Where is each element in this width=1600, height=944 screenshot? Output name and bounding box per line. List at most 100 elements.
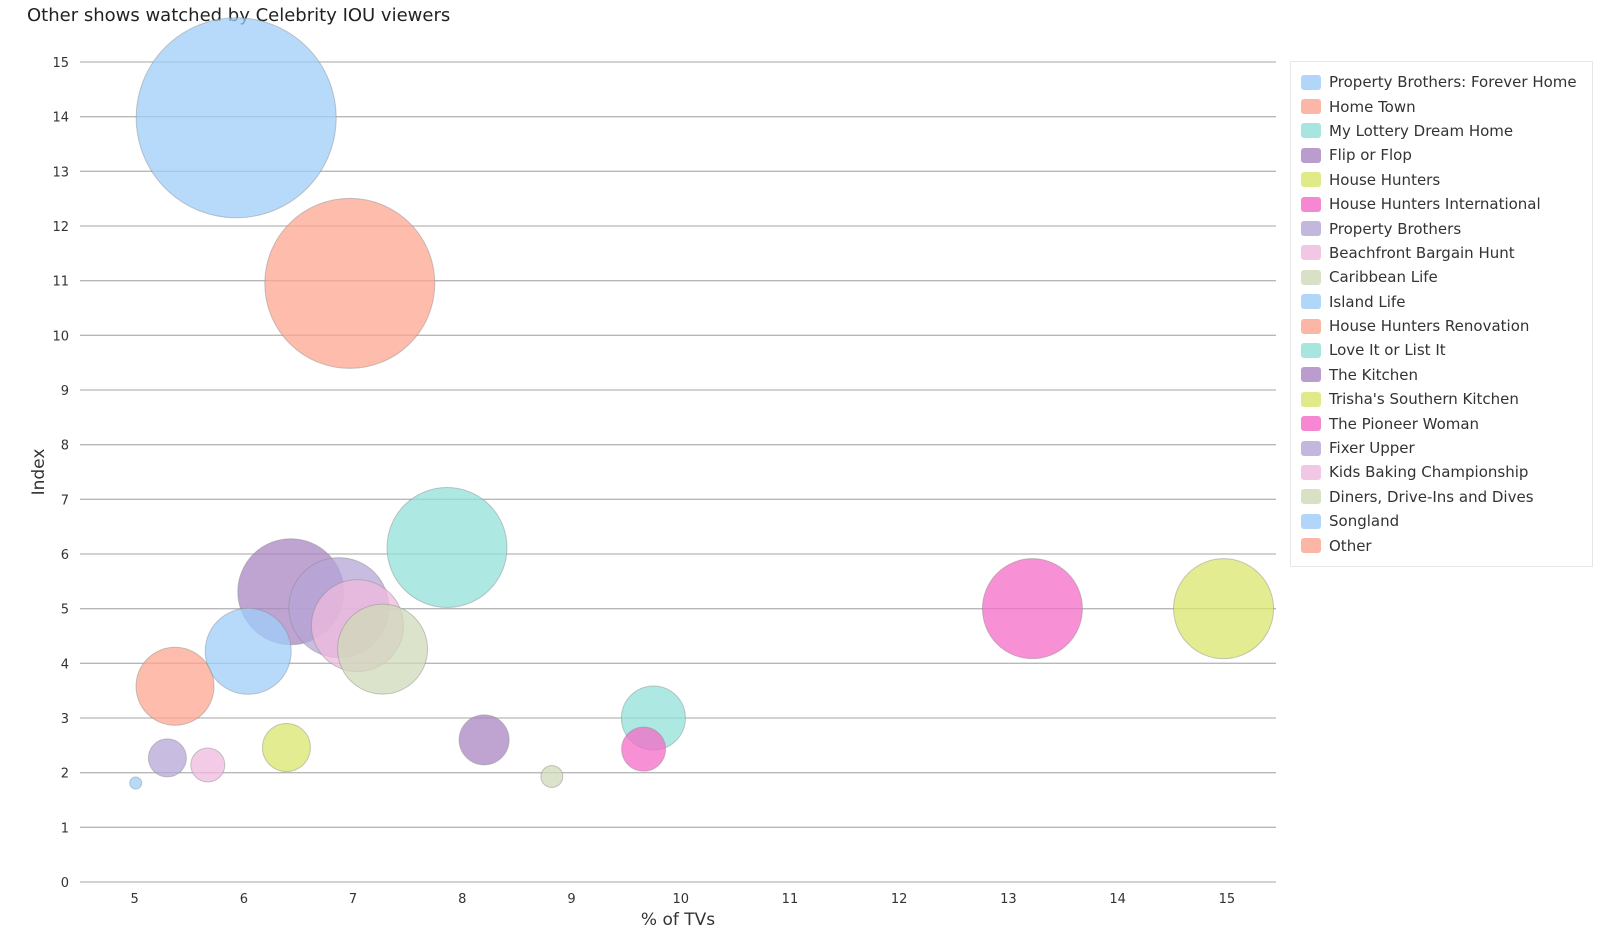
legend-label: Home Town [1329, 97, 1416, 116]
legend-swatch [1301, 172, 1321, 188]
x-tick-label: 11 [782, 892, 799, 907]
bubble [458, 714, 510, 766]
x-tick-label: 5 [130, 892, 138, 907]
legend-swatch [1301, 342, 1321, 358]
y-tick-label: 11 [52, 275, 69, 290]
legend-item[interactable]: Kids Baking Championship [1301, 460, 1592, 484]
legend-label: Property Brothers [1329, 219, 1462, 238]
y-axis-title: Index [29, 449, 49, 496]
x-axis-title: % of TVs [641, 910, 715, 930]
legend-item[interactable]: Trisha's Southern Kitchen [1301, 387, 1592, 411]
legend-item[interactable]: Beachfront Bargain Hunt [1301, 241, 1592, 265]
x-tick-label: 12 [891, 892, 908, 907]
chart-title: Other shows watched by Celebrity IOU vie… [27, 5, 451, 26]
x-tick-label: 8 [458, 892, 466, 907]
legend-label: Caribbean Life [1329, 268, 1438, 287]
bubble [981, 558, 1083, 660]
legend-item[interactable]: The Pioneer Woman [1301, 411, 1592, 435]
legend-item[interactable]: Property Brothers: Forever Home [1301, 70, 1592, 94]
legend-item[interactable]: Home Town [1301, 94, 1592, 118]
bubble [1173, 558, 1275, 660]
legend-label: My Lottery Dream Home [1329, 121, 1514, 140]
legend-item[interactable]: Love It or List It [1301, 338, 1592, 362]
bubble [204, 607, 292, 695]
legend-swatch [1301, 99, 1321, 115]
legend-swatch [1301, 147, 1321, 163]
bubble [135, 646, 215, 726]
legend-label: Property Brothers: Forever Home [1329, 73, 1577, 92]
y-tick-label: 5 [61, 603, 69, 618]
y-tick-label: 8 [61, 439, 69, 454]
legend-swatch [1301, 269, 1321, 285]
bubble [135, 17, 337, 219]
y-tick-label: 4 [61, 657, 69, 672]
legend-item[interactable]: Diners, Drive-Ins and Dives [1301, 485, 1592, 509]
legend-swatch [1301, 464, 1321, 480]
bubble [337, 603, 429, 695]
legend-label: Kids Baking Championship [1329, 463, 1529, 482]
legend-swatch [1301, 489, 1321, 505]
legend-item[interactable]: My Lottery Dream Home [1301, 119, 1592, 143]
legend-label: Island Life [1329, 292, 1406, 311]
y-tick-label: 3 [61, 712, 69, 727]
legend: Property Brothers: Forever Home Home Town… [1290, 61, 1593, 567]
legend-swatch [1301, 294, 1321, 310]
legend-item[interactable]: The Kitchen [1301, 363, 1592, 387]
legend-item[interactable]: House Hunters [1301, 168, 1592, 192]
bubble [147, 738, 187, 778]
legend-label: Flip or Flop [1329, 146, 1412, 165]
y-tick-label: 1 [61, 821, 69, 836]
bubble [540, 764, 564, 788]
legend-swatch [1301, 367, 1321, 383]
y-tick-label: 9 [61, 384, 69, 399]
y-tick-label: 2 [61, 767, 69, 782]
bubble [190, 747, 226, 783]
legend-item[interactable]: Caribbean Life [1301, 265, 1592, 289]
x-tick-label: 10 [672, 892, 689, 907]
bubble [129, 776, 143, 790]
legend-item[interactable]: Songland [1301, 509, 1592, 533]
y-tick-label: 0 [61, 876, 69, 891]
legend-item[interactable]: Island Life [1301, 290, 1592, 314]
x-tick-label: 9 [567, 892, 575, 907]
legend-label: Other [1329, 536, 1372, 555]
bubble [386, 486, 508, 608]
y-tick-label: 7 [61, 493, 69, 508]
legend-item[interactable]: House Hunters Renovation [1301, 314, 1592, 338]
legend-label: Fixer Upper [1329, 439, 1415, 458]
legend-item[interactable]: Flip or Flop [1301, 143, 1592, 167]
legend-label: House Hunters Renovation [1329, 317, 1530, 336]
x-tick-label: 15 [1219, 892, 1236, 907]
x-axis-ticks: 5 6 7 8 9 10 11 12 13 14 15 [130, 892, 1235, 907]
bubble [264, 197, 436, 369]
legend-swatch [1301, 538, 1321, 554]
legend-label: The Pioneer Woman [1329, 414, 1480, 433]
legend-swatch [1301, 196, 1321, 212]
bubbles [129, 17, 1275, 790]
legend-item[interactable]: House Hunters International [1301, 192, 1592, 216]
y-tick-label: 14 [52, 111, 69, 126]
x-tick-label: 14 [1109, 892, 1126, 907]
legend-swatch [1301, 513, 1321, 529]
legend-label: The Kitchen [1329, 365, 1419, 384]
legend-label: House Hunters [1329, 170, 1441, 189]
legend-label: Trisha's Southern Kitchen [1329, 390, 1519, 409]
legend-item[interactable]: Other [1301, 533, 1592, 557]
legend-item[interactable]: Fixer Upper [1301, 436, 1592, 460]
bubble [621, 726, 667, 772]
legend-label: Beachfront Bargain Hunt [1329, 243, 1515, 262]
legend-item[interactable]: Property Brothers [1301, 216, 1592, 240]
legend-swatch [1301, 391, 1321, 407]
x-tick-label: 13 [1000, 892, 1017, 907]
legend-swatch [1301, 318, 1321, 334]
y-tick-label: 13 [52, 165, 69, 180]
legend-swatch [1301, 74, 1321, 90]
x-tick-label: 7 [349, 892, 357, 907]
y-tick-label: 10 [52, 329, 69, 344]
legend-swatch [1301, 123, 1321, 139]
legend-label: Diners, Drive-Ins and Dives [1329, 487, 1534, 506]
y-tick-label: 15 [52, 56, 69, 71]
y-tick-label: 12 [52, 220, 69, 235]
